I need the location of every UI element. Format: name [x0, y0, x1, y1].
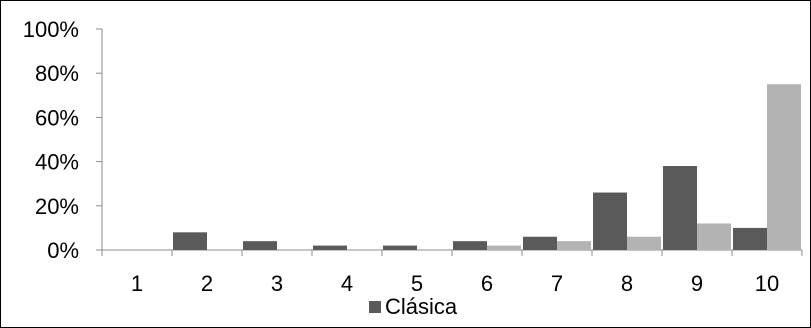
- bar-series-2-cat-6: [487, 245, 521, 250]
- bar-series-1-cat-2: [173, 232, 207, 250]
- y-tick-label: 100%: [23, 17, 79, 42]
- bar-series-2-cat-9: [697, 223, 731, 250]
- bar-series-2-cat-10: [767, 84, 801, 250]
- y-tick-label: 80%: [35, 61, 79, 86]
- y-tick-label: 0%: [47, 238, 79, 263]
- bars: [173, 84, 801, 250]
- tick-labels: 0% 20% 40% 60% 80% 100% 1 2 3 4 5 6 7 8 9 10: [23, 17, 780, 296]
- x-tick-label: 8: [621, 271, 633, 296]
- x-tick-label: 5: [411, 271, 423, 296]
- bar-series-1-cat-7: [523, 236, 557, 250]
- bar-series-1-cat-4: [313, 245, 347, 250]
- y-tick-label: 20%: [35, 194, 79, 219]
- x-tick-label: 9: [691, 271, 703, 296]
- bar-series-2-cat-7: [557, 241, 591, 250]
- x-tick-label: 1: [131, 271, 143, 296]
- bar-series-1-cat-5: [383, 245, 417, 250]
- legend-swatch: [369, 301, 381, 313]
- bar-series-1-cat-9: [663, 166, 697, 250]
- y-tick-label: 60%: [35, 105, 79, 130]
- y-tick-label: 40%: [35, 150, 79, 175]
- bar-series-1-cat-10: [733, 227, 767, 250]
- legend: Clásica: [369, 294, 458, 319]
- x-tick-label: 3: [271, 271, 283, 296]
- x-tick-label: 2: [201, 271, 213, 296]
- bar-series-1-cat-3: [243, 241, 277, 250]
- bar-series-1-cat-8: [593, 192, 627, 250]
- x-tick-label: 10: [755, 271, 779, 296]
- x-tick-label: 4: [341, 271, 353, 296]
- legend-label: Clásica: [385, 294, 458, 319]
- bar-series-2-cat-8: [627, 236, 661, 250]
- x-tick-label: 6: [481, 271, 493, 296]
- bar-series-1-cat-6: [453, 241, 487, 250]
- x-tick-label: 7: [551, 271, 563, 296]
